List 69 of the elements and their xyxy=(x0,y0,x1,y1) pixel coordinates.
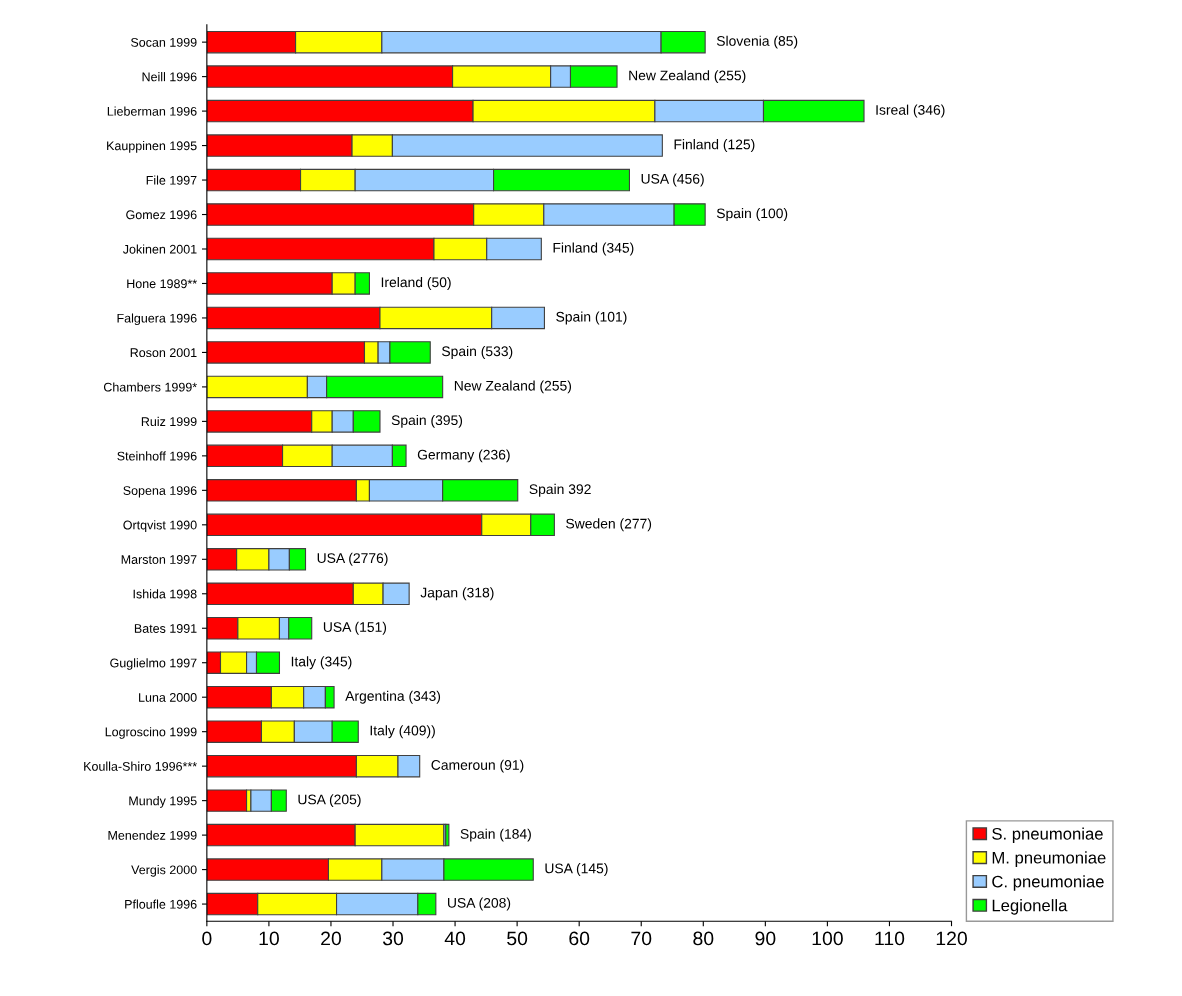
text: USA (151) xyxy=(323,621,387,635)
x-tick-label: 80 xyxy=(693,931,714,946)
x-tick-label: 100 xyxy=(812,931,843,946)
x-tick-label: 0 xyxy=(202,931,212,946)
text: USA (145) xyxy=(545,863,608,877)
text: Finland (345) xyxy=(553,242,634,256)
y-tick-label: Logroscino 1999 xyxy=(105,727,197,739)
x-tick-label: 90 xyxy=(755,931,776,946)
y-tick-label: Chambers 1999* xyxy=(103,382,197,392)
text: Spain (101) xyxy=(556,311,627,325)
text: Italy (409)) xyxy=(370,725,435,739)
text: USA (2776) xyxy=(317,552,388,566)
text: Spain (184) xyxy=(460,828,531,842)
y-tick-label: Vergis 2000 xyxy=(131,865,197,877)
x-tick-label: 60 xyxy=(569,931,590,946)
y-tick-label: Neill 1996 xyxy=(142,72,197,82)
text: Slovenia (85) xyxy=(716,35,798,49)
x-tick-label: 30 xyxy=(382,931,404,946)
y-tick-label: Kauppinen 1995 xyxy=(107,141,197,153)
y-tick-label: Lieberman 1996 xyxy=(107,106,197,116)
legend-label: M. pneumoniae xyxy=(992,851,1106,867)
legend-label: S. pneumoniae xyxy=(992,827,1103,844)
text: Isreal (346) xyxy=(876,104,945,118)
text: Japan (318) xyxy=(420,587,494,601)
y-tick-label: Ishida 1998 xyxy=(133,589,197,599)
y-tick-label: Koulla-Shiro 1996*** xyxy=(84,761,197,771)
y-tick-label: Pfloufle 1996 xyxy=(125,899,197,909)
x-tick-label: 50 xyxy=(507,931,528,946)
y-tick-label: Ortqvist 1990 xyxy=(123,520,197,532)
y-tick-label: Steinhoff 1996 xyxy=(117,451,197,461)
text: Cameroun (91) xyxy=(431,759,524,773)
y-tick-label: Falguera 1996 xyxy=(117,313,197,326)
text: Spain (533) xyxy=(441,345,513,359)
text: New Zealand (255) xyxy=(629,70,746,84)
text: Spain 392 xyxy=(529,483,591,497)
x-tick-label: 110 xyxy=(875,931,905,946)
y-tick-label: File 1997 xyxy=(146,175,197,185)
y-tick-label: Luna 2000 xyxy=(139,693,197,702)
y-tick-label: Marston 1997 xyxy=(121,555,197,564)
text: USA (208) xyxy=(448,897,511,911)
text: Spain (395) xyxy=(391,414,463,428)
text: Ireland (50) xyxy=(381,277,451,290)
y-tick-label: Sopena 1996 xyxy=(123,486,197,498)
text: Germany (236) xyxy=(417,449,510,463)
y-tick-label: Jokinen 2001 xyxy=(122,244,197,254)
y-tick-label: Socan 1999 xyxy=(130,37,197,47)
y-tick-label: Roson 2001 xyxy=(130,348,197,358)
text: Italy (345) xyxy=(291,656,352,670)
y-tick-label: Menendez 1999 xyxy=(108,830,197,840)
y-tick-label: Mundy 1995 xyxy=(129,796,197,808)
x-tick-label: 120 xyxy=(936,931,967,946)
x-tick-label: 40 xyxy=(444,931,466,946)
legend-label: Legionella xyxy=(992,899,1068,915)
y-tick-label: Gomez 1996 xyxy=(126,210,197,220)
text: USA (456) xyxy=(641,173,704,187)
y-tick-label: Bates 1991 xyxy=(134,624,197,633)
x-tick-label: 10 xyxy=(259,931,279,946)
y-tick-label: Guglielmo 1997 xyxy=(110,658,197,670)
x-tick-label: 70 xyxy=(631,931,652,946)
text: Spain (100) xyxy=(716,208,788,221)
text: Finland (125) xyxy=(674,139,755,153)
text: New Zealand (255) xyxy=(454,380,572,394)
text: Sweden (277) xyxy=(566,518,652,532)
legend-label: C. pneumoniae xyxy=(992,875,1104,891)
text: Argentina (343) xyxy=(345,690,441,704)
text: USA (205) xyxy=(298,794,361,808)
y-tick-label: Ruiz 1999 xyxy=(141,416,197,427)
y-tick-label: Hone 1989** xyxy=(127,279,197,289)
x-tick-label: 20 xyxy=(321,931,342,946)
